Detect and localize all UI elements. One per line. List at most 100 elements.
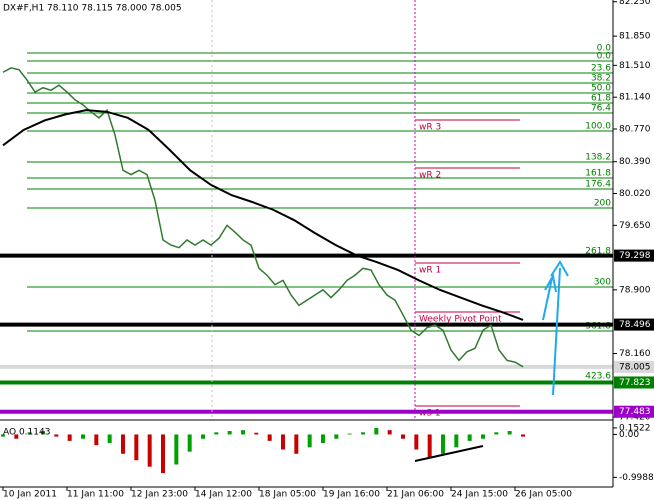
- x-tick-label: 19 Jan 16:00: [323, 490, 380, 500]
- fib-label: 200: [594, 198, 611, 208]
- ao-bar: [94, 434, 99, 446]
- fib-label: 61.8: [591, 94, 611, 104]
- ao-bar: [14, 434, 19, 439]
- pivot-label: wR 3: [419, 122, 441, 132]
- price-box: [614, 318, 654, 331]
- series: [1, 67, 525, 474]
- divergence-line: [414, 445, 484, 462]
- x-tick-label: 21 Jan 06:00: [387, 490, 444, 500]
- ao-bar: [187, 434, 192, 452]
- ao-bar: [81, 434, 85, 439]
- ao-bar: [321, 434, 325, 444]
- fib-label: 161.8: [585, 169, 611, 179]
- y-tick-label: 78.160: [619, 349, 651, 359]
- fib-label: 0.0: [597, 51, 612, 61]
- ao-bar: [161, 434, 165, 474]
- fib-label: 38.2: [591, 73, 611, 83]
- y-tick-label: 82.250: [619, 0, 651, 7]
- fib-label: 76.4: [591, 104, 611, 114]
- y-tick-label: 81.140: [619, 93, 651, 103]
- arrow: [552, 267, 561, 396]
- price-box: [614, 405, 654, 418]
- ao-bar: [387, 430, 392, 435]
- ao-bar: [307, 434, 312, 448]
- y-tick-label: 79.650: [619, 221, 651, 231]
- ao-bar: [107, 434, 112, 444]
- y-tick-label: 80.020: [619, 189, 651, 199]
- ao-bar: [507, 431, 512, 435]
- fib-label: 138.2: [585, 153, 611, 163]
- arrow-head: [550, 260, 569, 277]
- ao-bar: [147, 434, 152, 467]
- price-box: [614, 249, 654, 262]
- ao-bar: [294, 434, 299, 454]
- price-marker-label: 77.483: [619, 407, 651, 417]
- fib-label: 423.6: [585, 372, 611, 382]
- arrow: [542, 277, 553, 321]
- pivot-label: Weekly Pivot Point: [419, 315, 502, 325]
- price-marker-label: 78.005: [619, 362, 651, 372]
- y-tick-label: 80.390: [619, 157, 651, 167]
- x-tick-label: 18 Jan 05:00: [259, 490, 316, 500]
- ao-bar: [427, 434, 432, 459]
- levels: 0.00.0 23.638.250.061.876.4 100.0 138.2 161.…: [0, 43, 613, 418]
- ao-bar: [1, 434, 5, 437]
- ao-bar: [241, 430, 245, 435]
- ao-bar: [467, 434, 472, 441]
- ao-bar: [481, 434, 485, 439]
- ao-bar: [454, 434, 459, 448]
- x-tick-label: 10 Jan 2011: [3, 490, 57, 500]
- pivot-label: wR 1: [419, 266, 441, 276]
- x-tick-label: 26 Jan 05:00: [515, 490, 572, 500]
- ao-bar: [201, 434, 205, 439]
- x-tick-label: 24 Jan 15:00: [451, 490, 508, 500]
- arrow-head: [544, 273, 557, 293]
- x-tick-label: 11 Jan 11:00: [67, 490, 124, 500]
- ao-bar: [374, 428, 379, 435]
- y-tick-label: 81.850: [619, 32, 651, 42]
- fib-label: 176.4: [585, 180, 611, 190]
- ao-bar: [281, 434, 285, 450]
- ao-bar: [494, 432, 499, 435]
- ao-bar: [227, 431, 232, 435]
- x-tick-label: 14 Jan 12:00: [195, 490, 252, 500]
- ao-bar: [334, 434, 339, 439]
- ao-bar: [441, 434, 445, 454]
- y-tick-label: 78.900: [619, 285, 651, 295]
- chart-title: DX#F,H1 78.110 78.115 78.000 78.005: [3, 4, 182, 14]
- price-marker-label: 77.823: [619, 378, 651, 388]
- fib-label: 0.0: [597, 43, 612, 53]
- ao-bar: [67, 434, 72, 441]
- ao-bar: [414, 434, 419, 450]
- ao-bar: [267, 434, 272, 441]
- ao-tick-label: 0.1522: [619, 423, 651, 433]
- ao-tick-label: 0.00: [619, 430, 639, 440]
- ao-tick-label: -0.9988: [619, 473, 654, 483]
- ao-bar: [254, 432, 259, 435]
- x-tick-label: 12 Jan 23:00: [131, 490, 188, 500]
- ao-bar: [54, 434, 59, 437]
- fib-label: 50.0: [591, 83, 611, 93]
- fib-label: 23.6: [591, 64, 611, 74]
- ao-bar: [521, 434, 525, 437]
- moving-average: [2, 109, 524, 321]
- ao-bar: [401, 434, 405, 439]
- ao-bar: [361, 432, 365, 435]
- ao-bar: [121, 434, 125, 454]
- y-tick-label: 80.770: [619, 125, 651, 135]
- ao-bar: [214, 432, 219, 435]
- ao-bar: [347, 433, 352, 435]
- price-box: [614, 360, 654, 373]
- y-tick-label: 81.510: [619, 61, 651, 71]
- fib-label: 300: [594, 278, 611, 288]
- price-box: [614, 376, 654, 389]
- ao-bar: [174, 434, 179, 465]
- price-marker-label: 79.298: [619, 251, 651, 261]
- ao-label: AO 0.1143: [3, 428, 50, 438]
- fib-label: 100.0: [585, 121, 611, 131]
- ao-bar: [41, 431, 45, 435]
- pivot-label: wR 2: [419, 170, 441, 180]
